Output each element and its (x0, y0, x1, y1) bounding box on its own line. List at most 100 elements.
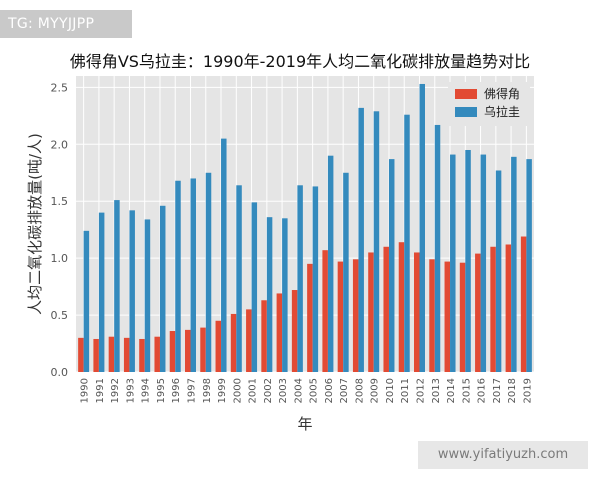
x-tick-label: 2018 (507, 378, 518, 403)
bar-foshan-2017 (490, 246, 496, 372)
x-tick-label: 2006 (324, 378, 335, 403)
bar-foshan-2003 (276, 293, 283, 372)
bars (78, 83, 532, 373)
bar-ulanqab-1998 (205, 172, 212, 372)
bar-foshan-1998 (200, 327, 206, 372)
x-tick-label: 2007 (339, 378, 350, 403)
x-tick-label: 1998 (202, 378, 213, 403)
bar-foshan-1994 (139, 338, 145, 372)
x-tick-label: 1991 (95, 378, 106, 403)
x-tick-label: 2010 (385, 378, 396, 403)
bar-ulanqab-2012 (419, 83, 425, 372)
x-tick-label: 1996 (171, 378, 182, 403)
bar-ulanqab-2018 (511, 156, 517, 372)
bar-foshan-1990 (78, 337, 84, 372)
x-tick-label: 1994 (141, 378, 152, 403)
bar-foshan-2018 (505, 244, 512, 372)
bar-ulanqab-2019 (526, 159, 532, 372)
bar-foshan-2000 (230, 313, 237, 372)
bar-foshan-2007 (337, 261, 344, 372)
bar-foshan-1995 (154, 336, 160, 372)
bar-foshan-1993 (123, 337, 130, 372)
y-tick-label: 1.5 (51, 195, 69, 208)
tg-badge: TG: MYYJJPP (0, 10, 132, 38)
legend-label-foshan: 佛得角 (484, 86, 520, 101)
x-axis-label: 年 (297, 415, 312, 433)
watermark: www.yifatiyuzh.com (418, 441, 588, 469)
bar-foshan-2008 (352, 259, 359, 372)
legend-label-ulanqab: 乌拉圭 (484, 104, 520, 119)
y-axis-label: 人均二氧化碳排放量(吨/人) (26, 133, 44, 315)
bar-ulanqab-2010 (388, 159, 395, 372)
bar-foshan-2013 (429, 259, 435, 372)
x-tick-label: 2011 (400, 378, 411, 403)
x-tick-label: 2015 (461, 378, 472, 403)
legend-swatch-ulanqab (455, 107, 477, 117)
x-tick-label: 2017 (492, 378, 503, 403)
y-tick-label: 2.5 (51, 81, 69, 94)
bar-ulanqab-2013 (434, 124, 441, 372)
bar-ulanqab-1992 (114, 200, 120, 372)
bar-ulanqab-1991 (98, 212, 105, 372)
bar-foshan-2015 (459, 262, 466, 372)
bar-ulanqab-2016 (480, 154, 487, 372)
bar-ulanqab-1990 (83, 230, 90, 372)
x-tick-label: 1997 (187, 378, 198, 403)
x-tick-label: 2004 (293, 378, 304, 403)
x-tick-label: 2009 (370, 378, 381, 403)
bar-foshan-1999 (215, 320, 222, 372)
y-tick-labels: 0.0 0.5 1.0 1.5 2.0 2.5 (51, 81, 69, 379)
bar-foshan-1991 (93, 338, 99, 372)
y-tick-label: 1.0 (51, 252, 69, 265)
bar-foshan-1997 (185, 329, 191, 372)
x-tick-label: 1992 (110, 378, 121, 403)
bar-ulanqab-1997 (190, 178, 196, 372)
bar-foshan-2006 (322, 250, 328, 372)
x-tick-label: 2001 (248, 378, 259, 403)
bar-foshan-1996 (169, 331, 176, 372)
x-tick-label: 2014 (446, 378, 457, 403)
bar-ulanqab-1994 (144, 219, 151, 372)
y-tick-label: 0.5 (51, 309, 69, 322)
bar-ulanqab-1996 (175, 180, 181, 372)
bar-ulanqab-2002 (266, 217, 273, 372)
x-tick-label: 2002 (263, 378, 274, 403)
bar-foshan-2010 (383, 246, 389, 372)
chart-title: 佛得角VS乌拉圭：1990年-2019年人均二氧化碳排放量趋势对比 (69, 52, 531, 71)
bar-foshan-2016 (475, 253, 481, 372)
x-tick-label: 2016 (477, 378, 488, 403)
x-tick-label: 2019 (522, 378, 533, 403)
x-tick-label: 2013 (431, 378, 442, 403)
x-tick-label: 1993 (125, 378, 136, 403)
bar-ulanqab-2005 (312, 186, 319, 372)
x-tick-label: 2012 (416, 378, 427, 403)
bar-ulanqab-2017 (495, 170, 502, 372)
bar-ulanqab-1993 (129, 210, 135, 372)
bar-ulanqab-2014 (450, 154, 456, 372)
bar-foshan-2012 (414, 252, 420, 372)
bar-ulanqab-2001 (251, 202, 258, 372)
x-tick-label: 2000 (232, 378, 243, 403)
bar-ulanqab-2003 (282, 218, 288, 372)
x-tick-label: 1999 (217, 378, 228, 403)
bar-ulanqab-2015 (465, 150, 471, 372)
legend: 佛得角 乌拉圭 (448, 82, 530, 126)
x-tick-label: 2008 (354, 378, 365, 403)
bar-foshan-2004 (291, 290, 298, 372)
bar-ulanqab-2011 (404, 114, 410, 372)
bar-foshan-2014 (444, 261, 451, 372)
bar-foshan-2005 (307, 263, 313, 372)
bar-foshan-2019 (520, 236, 527, 372)
bar-foshan-1992 (108, 336, 115, 372)
x-tick-label: 2003 (278, 378, 289, 403)
bar-ulanqab-1995 (159, 205, 166, 372)
y-tick-label: 0.0 (51, 366, 69, 379)
bar-ulanqab-2009 (373, 111, 380, 373)
bar-ulanqab-2006 (327, 155, 334, 372)
legend-swatch-foshan (455, 89, 477, 99)
x-tick-label: 1990 (80, 378, 91, 403)
bar-foshan-2002 (261, 300, 267, 372)
bar-foshan-2009 (368, 252, 374, 372)
bar-ulanqab-2004 (297, 185, 303, 372)
